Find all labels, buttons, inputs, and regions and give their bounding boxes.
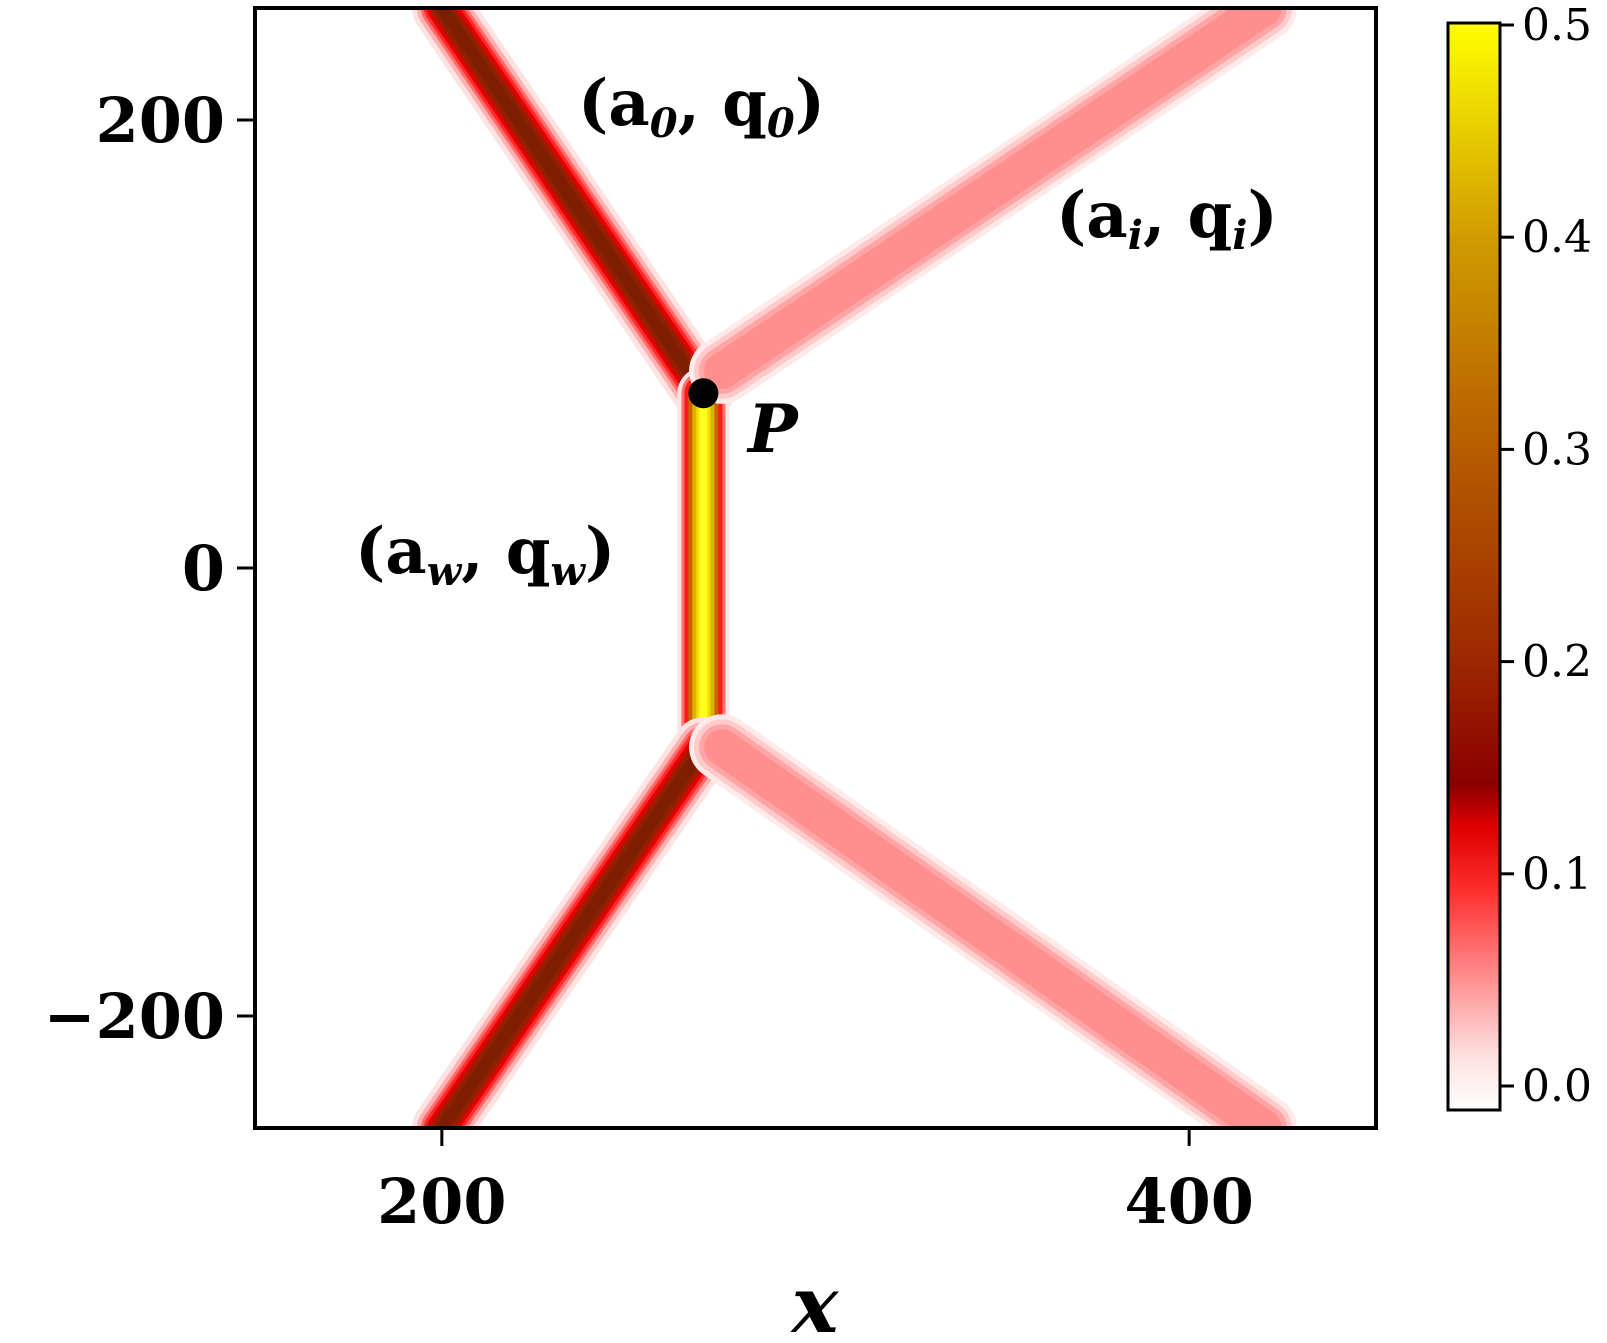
colorbar-tick-label: 0.1	[1522, 849, 1592, 900]
heat-band-2-layer-7	[435, 741, 710, 1128]
heatmap-bands	[411, 8, 1297, 1128]
colorbar-tick-label: 0.4	[1522, 212, 1592, 263]
annotation-aw-qw: (aw, qw)	[355, 514, 615, 595]
x-axis-label: x	[790, 1260, 840, 1343]
point-p-label: P	[746, 390, 800, 468]
plot-area	[255, 8, 1376, 1128]
heat-band-4-layer-3	[704, 729, 1282, 1128]
colorbar-tick-label: 0.2	[1522, 637, 1592, 688]
colorbar-ticks: 0.0 0.1 0.2 0.3 0.4 0.5	[1500, 0, 1592, 1112]
point-p-marker	[688, 378, 719, 409]
y-tick-label: 0	[182, 532, 225, 605]
colorbar-tick-label: 0.0	[1522, 1061, 1592, 1112]
heat-band-0-layer-7	[435, 8, 710, 400]
annotation-a0-q0: (a0, q0)	[578, 66, 825, 147]
annotation-ai-qi: (ai, qi)	[1056, 178, 1278, 259]
colorbar-tick-label: 0.5	[1522, 0, 1592, 51]
colorbar	[1446, 21, 1502, 1112]
x-axis-ticks: 200 400	[377, 1128, 1254, 1238]
heat-band-3-layer-3	[704, 8, 1282, 389]
y-tick-label: −200	[44, 980, 225, 1053]
y-tick-label: 200	[96, 84, 225, 157]
colorbar-tick-label: 0.3	[1522, 424, 1592, 475]
x-tick-label: 200	[377, 1165, 506, 1238]
y-axis-ticks: 200 0 −200	[44, 84, 255, 1053]
x-tick-label: 400	[1124, 1165, 1253, 1238]
